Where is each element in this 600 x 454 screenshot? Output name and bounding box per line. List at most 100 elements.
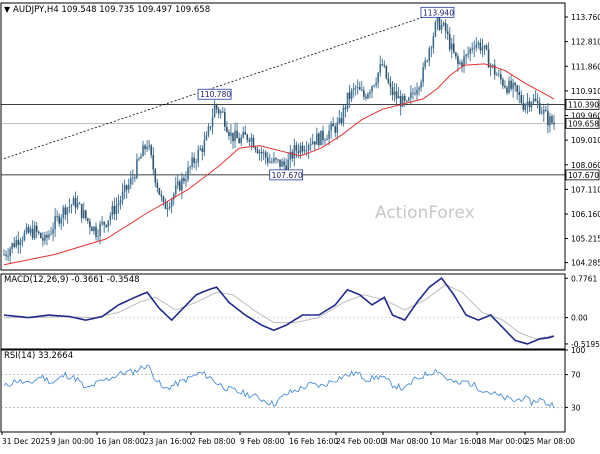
candle-body: [324, 140, 326, 141]
candle-body: [346, 92, 349, 109]
candle-body: [197, 149, 200, 163]
candle-body: [58, 216, 61, 224]
candle-body: [129, 178, 132, 185]
candle-body: [303, 150, 306, 152]
candle-body: [21, 239, 24, 242]
candle-body: [158, 188, 161, 195]
candle-body: [373, 85, 375, 87]
candle-body: [311, 141, 314, 145]
candle-body: [340, 118, 343, 123]
collapse-arrow-icon[interactable]: ▼: [4, 5, 11, 14]
candle-body: [174, 185, 177, 195]
candle-body: [461, 62, 463, 67]
rsi-panel: 100 70 30: [1, 346, 586, 412]
candle-body: [242, 131, 245, 138]
candle-body: [528, 101, 531, 108]
time-tick-label: 2 Feb 08:00: [191, 437, 236, 446]
candle-body: [506, 87, 508, 93]
candle-body: [328, 130, 330, 139]
candle-body: [418, 87, 420, 90]
candle-body: [534, 98, 537, 101]
candle-body: [320, 130, 322, 146]
candle-body: [414, 93, 416, 95]
candle-body: [113, 205, 116, 215]
candle-body: [412, 92, 414, 94]
candle-body: [42, 238, 44, 241]
candle-body: [279, 159, 281, 167]
candle-body: [111, 205, 114, 216]
candle-body: [29, 228, 32, 233]
candle-body: [471, 48, 474, 50]
candle-body: [363, 90, 365, 97]
candle-body: [395, 91, 398, 99]
rsi-panel-frame: [0, 349, 566, 433]
candle-body: [426, 60, 429, 62]
candle-body: [107, 220, 110, 227]
candle-body: [487, 49, 490, 68]
candle-body: [381, 64, 384, 66]
candle-body: [152, 155, 155, 170]
candle-body: [17, 239, 20, 245]
candle-body: [522, 102, 525, 110]
price-annotation-label: 107.670: [272, 171, 303, 180]
price-tick-label: 104.285: [571, 259, 600, 268]
candle-body: [481, 47, 484, 51]
candle-body: [516, 85, 518, 92]
candle-body: [121, 191, 124, 201]
candle-body: [344, 107, 347, 109]
rsi-line: [3, 364, 555, 409]
candle-body: [101, 221, 103, 224]
candle-body: [316, 133, 318, 145]
candle-body: [95, 226, 97, 237]
candle-body: [424, 60, 426, 68]
candle-body: [336, 122, 339, 133]
watermark-label: ActionForex: [375, 203, 475, 223]
candle-body: [467, 53, 469, 55]
candle-body: [448, 33, 451, 50]
candle-body: [46, 234, 48, 238]
candle-body: [203, 140, 206, 152]
candle-body: [66, 207, 69, 215]
candle-body: [164, 202, 167, 210]
candle-body: [469, 48, 471, 54]
candle-body: [168, 206, 171, 208]
candle-body: [399, 95, 402, 107]
candle-body: [115, 205, 118, 215]
candle-body: [238, 138, 240, 144]
candle-body: [78, 203, 81, 205]
time-tick-label: 9 Jan 00:00: [51, 437, 94, 446]
candle-body: [64, 207, 67, 215]
candle-body: [93, 226, 95, 232]
candle-body: [444, 22, 447, 32]
candle-body: [473, 47, 476, 49]
candle-body: [305, 150, 308, 151]
candle-body: [330, 123, 332, 131]
candle-body: [553, 122, 555, 125]
candle-body: [140, 156, 142, 159]
candle-body: [35, 225, 38, 232]
time-tick-label: 10 Mar 16:00: [431, 437, 481, 446]
candle-body: [132, 177, 134, 179]
candle-body: [438, 14, 441, 30]
candle-body: [422, 67, 424, 83]
candle-body: [520, 95, 523, 103]
candle-body: [436, 14, 439, 23]
macd-tick-label: 0.00: [571, 314, 588, 323]
price-annotation-label: 110.780: [200, 90, 231, 99]
moving-average-line: [3, 63, 555, 266]
time-tick-label: 25 Mar 08:00: [525, 437, 575, 446]
candle-body: [350, 90, 353, 99]
candle-body: [430, 47, 433, 49]
candle-body: [514, 82, 516, 86]
candle-body: [453, 43, 455, 53]
candle-body: [119, 200, 122, 204]
candle-body: [74, 197, 77, 208]
candle-body: [176, 181, 179, 186]
candle-body: [455, 52, 457, 57]
rsi-tick-label: 30: [571, 403, 581, 412]
price-tick-label: 105.215: [571, 235, 600, 244]
candle-body: [348, 92, 351, 99]
time-tick-label: 23 Jan 16:00: [144, 437, 192, 446]
main-panel-frame: [0, 2, 566, 271]
